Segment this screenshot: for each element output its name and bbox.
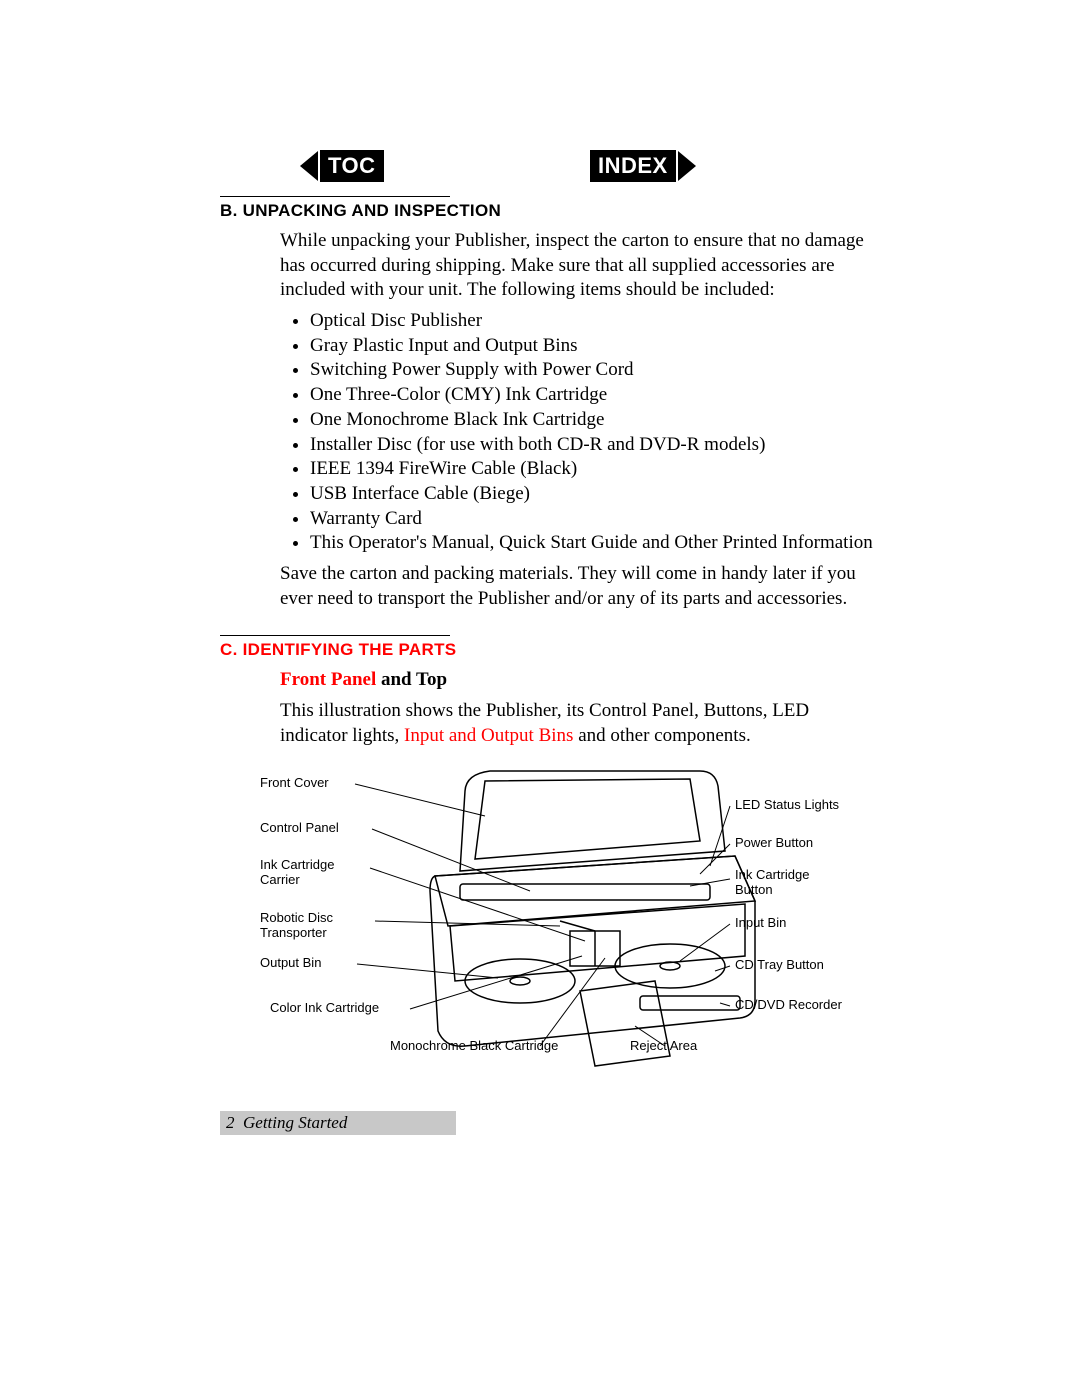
section-b-outro: Save the carton and packing materials. T… [280,562,880,611]
section-b-intro: While unpacking your Publisher, inspect … [280,229,880,303]
section-c-para: This illustration shows the Publisher, i… [280,699,880,748]
label-control-panel: Control Panel [260,821,339,836]
manual-page: TOC INDEX B. UNPACKING AND INSPECTION Wh… [0,0,1080,1397]
label-color-ink-cartridge: Color Ink Cartridge [270,1001,379,1016]
label-robotic-disc-transporter: Robotic Disc Transporter [260,911,333,941]
label-cd-dvd-recorder: CD/DVD Recorder [735,998,842,1013]
section-b-items: Optical Disc Publisher Gray Plastic Inpu… [280,309,880,556]
section-b-rule [220,196,450,197]
subhead-rest: and Top [376,669,447,690]
para-red: Input and Output Bins [404,725,573,746]
list-item: Gray Plastic Input and Output Bins [310,334,880,359]
list-item: One Three-Color (CMY) Ink Cartridge [310,383,880,408]
list-item: Switching Power Supply with Power Cord [310,358,880,383]
subhead-red: Front Panel [280,669,376,690]
para-post: and other components. [573,725,750,746]
arrow-right-icon [678,151,696,181]
nav-row: TOC INDEX [300,150,880,190]
label-cd-tray-button: CD Tray Button [735,958,824,973]
section-c-subhead: Front Panel and Top [280,668,880,693]
label-output-bin: Output Bin [260,956,321,971]
index-label: INDEX [590,150,676,182]
section-c-body: Front Panel and Top This illustration sh… [280,668,880,1096]
list-item: Installer Disc (for use with both CD-R a… [310,433,880,458]
list-item: Optical Disc Publisher [310,309,880,334]
toc-label: TOC [320,150,384,182]
page-footer: 2 Getting Started [220,1111,456,1135]
list-item: Warranty Card [310,507,880,532]
footer-page-num: 2 [226,1113,235,1132]
list-item: This Operator's Manual, Quick Start Guid… [310,531,880,556]
label-led-status-lights: LED Status Lights [735,798,839,813]
list-item: IEEE 1394 FireWire Cable (Black) [310,457,880,482]
section-b-body: While unpacking your Publisher, inspect … [280,229,880,611]
arrow-left-icon [300,151,318,181]
label-ink-cartridge-button: Ink Cartridge Button [735,868,809,898]
label-mono-black-cartridge: Monochrome Black Cartridge [390,1039,558,1054]
section-c-heading: C. IDENTIFYING THE PARTS [220,640,880,660]
index-button[interactable]: INDEX [590,150,696,182]
label-power-button: Power Button [735,836,813,851]
label-front-cover: Front Cover [260,776,329,791]
footer-section: Getting Started [243,1113,347,1132]
publisher-diagram: Front Cover Control Panel Ink Cartridge … [260,756,920,1096]
list-item: One Monochrome Black Ink Cartridge [310,408,880,433]
toc-button[interactable]: TOC [300,150,384,182]
label-ink-cartridge-carrier: Ink Cartridge Carrier [260,858,334,888]
label-reject-area: Reject Area [630,1039,697,1054]
section-b-heading: B. UNPACKING AND INSPECTION [220,201,880,221]
label-input-bin: Input Bin [735,916,786,931]
section-c-rule [220,635,450,636]
list-item: USB Interface Cable (Biege) [310,482,880,507]
